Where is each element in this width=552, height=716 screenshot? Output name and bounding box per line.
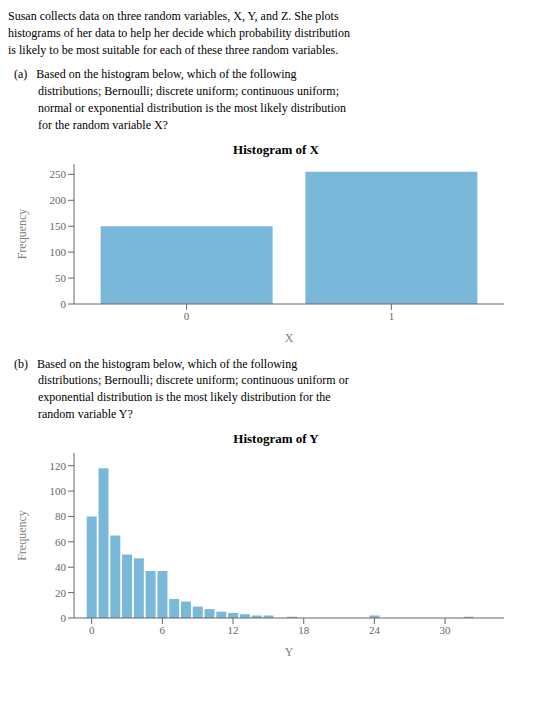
html-text:Susan collects data on three r: Susan collects data on three random vari… <box>8 9 350 57</box>
svg-text:120: 120 <box>50 459 67 471</box>
svg-text:18: 18 <box>298 624 310 636</box>
svg-text:20: 20 <box>55 586 67 598</box>
svg-text:6: 6 <box>160 624 166 636</box>
svg-text:24: 24 <box>369 624 381 636</box>
svg-text:100: 100 <box>50 246 67 258</box>
svg-text:Frequency: Frequency <box>15 208 29 259</box>
svg-text:60: 60 <box>55 536 67 548</box>
svg-text:12: 12 <box>228 624 239 636</box>
svg-text:250: 250 <box>50 168 67 180</box>
html-text:Histogram of X: Histogram of X <box>233 141 319 157</box>
svg-text:30: 30 <box>440 624 452 636</box>
svg-text:0: 0 <box>89 624 95 636</box>
svg-text:0: 0 <box>61 612 67 624</box>
svg-text:200: 200 <box>50 194 67 206</box>
svg-text:50: 50 <box>55 272 67 284</box>
svg-text:100: 100 <box>50 485 67 497</box>
svg-text:Frequency: Frequency <box>15 510 29 561</box>
svg-text:0: 0 <box>184 309 190 321</box>
svg-text:1: 1 <box>389 309 395 321</box>
svg-text:150: 150 <box>50 220 67 232</box>
svg-text:80: 80 <box>55 510 67 522</box>
svg-text:0: 0 <box>61 297 67 309</box>
svg-text:40: 40 <box>55 561 67 573</box>
svg-text:X: X <box>285 331 294 345</box>
html-text:(a) Based on the histogram bel: (a) Based on the histogram below, which … <box>8 67 346 132</box>
html-text:Histogram of Y: Histogram of Y <box>233 430 319 446</box>
html-text:(b) Based on the histogram bel: (b) Based on the histogram below, which … <box>8 356 349 421</box>
svg-text:Y: Y <box>285 645 294 659</box>
